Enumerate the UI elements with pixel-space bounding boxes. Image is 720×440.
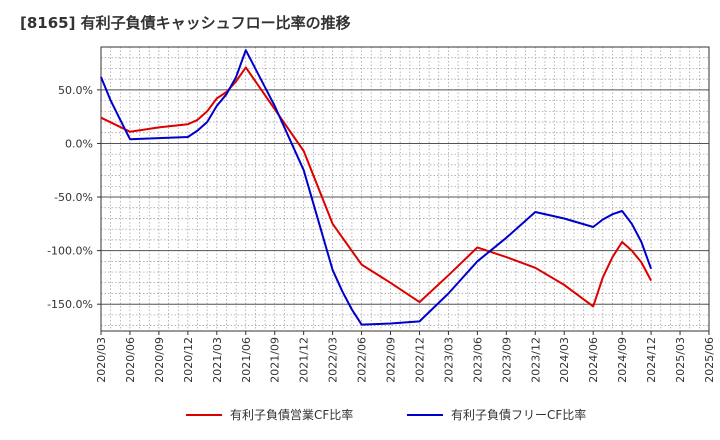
legend-label: 有利子負債フリーCF比率 xyxy=(451,407,586,422)
chart-title: [8165] 有利子負債キャッシュフロー比率の推移 xyxy=(20,14,351,32)
y-tick-label: -100.0% xyxy=(47,245,93,258)
x-tick-label: 2020/09 xyxy=(153,337,166,383)
x-tick-label: 2024/12 xyxy=(645,337,658,383)
x-tick-label: 2021/09 xyxy=(269,337,282,383)
x-tick-label: 2022/12 xyxy=(413,337,426,383)
x-tick-label: 2021/06 xyxy=(240,337,253,383)
x-tick-label: 2020/03 xyxy=(95,337,108,383)
series-line-2 xyxy=(100,49,653,326)
y-tick-label: 50.0% xyxy=(58,84,93,97)
y-tick-label: 0.0% xyxy=(65,137,93,150)
legend-label: 有利子負債営業CF比率 xyxy=(230,407,353,422)
x-tick-label: 2025/03 xyxy=(674,337,687,383)
x-tick-label: 2021/03 xyxy=(211,337,224,383)
x-tick-label: 2024/03 xyxy=(558,337,571,383)
series-line-1 xyxy=(100,66,652,308)
x-tick-label: 2021/12 xyxy=(298,337,311,383)
x-axis-ticks: 2020/03 2020/06 2020/09 2020/12 2021/03 2021/… xyxy=(95,331,716,383)
x-tick-label: 2022/03 xyxy=(327,337,340,383)
y-axis-ticks: 50.0% 0.0% -50.0% -100.0% -150.0% xyxy=(47,84,101,311)
x-tick-label: 2023/09 xyxy=(500,337,513,383)
x-tick-label: 2024/06 xyxy=(587,337,600,383)
plot-frame xyxy=(100,46,710,332)
x-tick-label: 2025/06 xyxy=(703,337,716,383)
y-tick-label: -50.0% xyxy=(54,191,93,204)
x-tick-label: 2022/09 xyxy=(385,337,398,383)
x-tick-label: 2023/12 xyxy=(529,337,542,383)
y-tick-label: -150.0% xyxy=(47,298,93,311)
x-tick-label: 2022/06 xyxy=(356,337,369,383)
x-tick-label: 2023/03 xyxy=(442,337,455,383)
x-tick-label: 2024/09 xyxy=(616,337,629,383)
x-tick-label: 2020/06 xyxy=(124,337,137,383)
grid-lines xyxy=(100,46,710,331)
legend: 有利子負債営業CF比率 有利子負債フリーCF比率 xyxy=(186,407,586,422)
x-tick-label: 2023/06 xyxy=(471,337,484,383)
x-tick-label: 2020/12 xyxy=(182,337,195,383)
series-lines xyxy=(100,49,653,326)
